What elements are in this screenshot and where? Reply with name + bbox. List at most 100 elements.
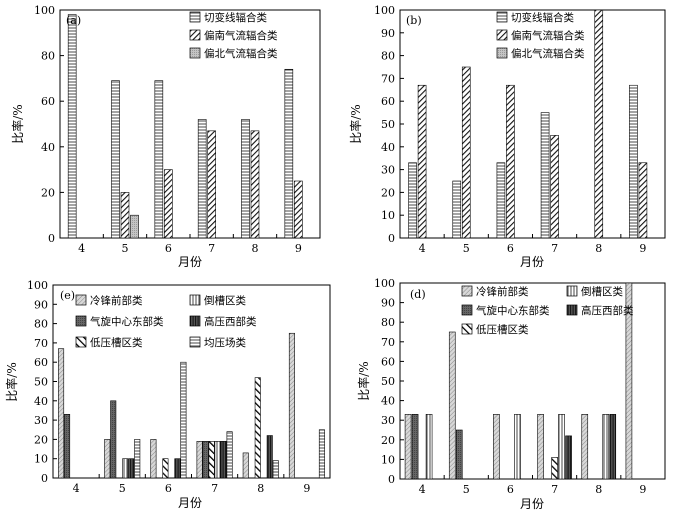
y-tick-label: 30	[381, 414, 395, 427]
y-axis-label: 比率/%	[348, 104, 363, 143]
y-tick-label: 20	[34, 433, 48, 446]
y-tick-label: 0	[388, 232, 395, 245]
bar	[214, 441, 221, 479]
legend-swatch	[189, 29, 201, 41]
x-tick-label: 6	[165, 242, 172, 255]
x-tick-label: 4	[73, 482, 80, 495]
legend: 冷锋前部类 气旋中心东部类 低压槽区类 倒槽区类 高压西部类	[461, 285, 634, 336]
y-tick-label: 30	[381, 164, 395, 177]
bar	[550, 135, 559, 239]
y-axis: 0 10 20 30 40 50 60 70 80 90 100	[374, 277, 404, 486]
y-axis-label: 比率/%	[4, 362, 19, 401]
x-tick-label: 7	[208, 242, 215, 255]
legend-swatch	[461, 323, 473, 335]
bar	[122, 458, 129, 479]
bar	[284, 68, 294, 239]
legend-label: 低压槽区类	[476, 323, 529, 336]
bar	[537, 414, 544, 480]
x-tick-label: 5	[119, 482, 126, 495]
legend-swatch	[566, 285, 578, 297]
y-axis-label: 比率/%	[10, 104, 25, 143]
bar	[506, 84, 515, 239]
bar	[455, 429, 463, 480]
legend: 切变线辐合类 偏南气流辐合类 偏北气流辐合类	[496, 11, 585, 60]
bar	[67, 14, 77, 239]
bar	[417, 84, 427, 239]
x-tick-label: 5	[463, 242, 470, 255]
y-tick-label: 90	[381, 297, 395, 310]
bars	[58, 332, 325, 479]
y-tick-label: 10	[381, 453, 395, 466]
bar	[220, 441, 227, 479]
x-axis-label: 月份	[178, 255, 202, 269]
bar	[250, 130, 260, 239]
bar	[565, 435, 572, 480]
panel-e: 0 10 20 30 40 50 60 70 80 90 100 4 5 6 7 8 9 (e) 月份 比率/…	[4, 279, 331, 510]
bar	[318, 429, 325, 479]
y-tick-label: 50	[381, 375, 395, 388]
legend-label: 冷锋前部类	[90, 294, 143, 307]
legend-label: 偏北气流辐合类	[511, 47, 585, 60]
x-axis: 4 5 6 7 8 9	[78, 234, 321, 255]
bar	[404, 414, 412, 480]
y-tick-label: 70	[381, 336, 395, 349]
legend-swatch	[75, 294, 87, 306]
bar	[638, 162, 648, 239]
y-tick-label: 0	[388, 473, 395, 486]
bar	[128, 458, 135, 479]
y-axis: 0 10 20 30 40 50 60 70 80 90 100	[27, 279, 57, 485]
bar	[493, 414, 500, 480]
legend-label: 偏南气流辐合类	[204, 29, 278, 42]
y-tick-label: 100	[27, 279, 48, 292]
y-tick-label: 50	[34, 376, 48, 389]
x-tick-label: 7	[211, 482, 218, 495]
bar	[461, 66, 471, 239]
bar	[162, 458, 169, 479]
legend-swatch	[496, 11, 508, 23]
panel-a: 0 20 40 60 80 100 4 5 6 7 8 9 (a) 月份 比率/% 切变线辐合类 偏…	[10, 4, 321, 269]
x-axis: 4 5 6 7 8 9	[419, 475, 666, 496]
legend-label: 偏南气流辐合类	[511, 29, 585, 42]
legend-swatch	[75, 315, 87, 327]
x-axis-label: 月份	[520, 497, 544, 511]
y-axis: 0 20 40 60 80 100	[34, 4, 64, 245]
plot-frame	[52, 284, 331, 479]
bar	[594, 9, 604, 239]
x-tick-label: 8	[595, 242, 602, 255]
x-tick-label: 8	[257, 482, 264, 495]
x-tick-label: 5	[122, 242, 129, 255]
panel-label: (b)	[406, 14, 422, 27]
bar	[202, 441, 209, 479]
bars	[67, 14, 303, 239]
x-tick-label: 7	[551, 242, 558, 255]
y-tick-label: 40	[381, 141, 395, 154]
legend-swatch	[566, 304, 578, 316]
x-tick-label: 8	[595, 483, 602, 496]
bar	[602, 414, 610, 480]
plot-frame	[59, 9, 321, 239]
y-tick-label: 70	[34, 337, 48, 350]
legend-label: 切变线辐合类	[204, 11, 267, 24]
x-tick-label: 4	[419, 483, 426, 496]
y-tick-label: 0	[41, 472, 48, 485]
y-tick-label: 20	[41, 186, 55, 199]
bar	[104, 439, 111, 479]
bar	[288, 332, 295, 479]
legend-swatch	[496, 47, 508, 59]
x-tick-label: 4	[78, 242, 85, 255]
x-tick-label: 6	[165, 482, 172, 495]
x-tick-label: 9	[639, 483, 646, 496]
y-tick-label: 10	[381, 209, 395, 222]
legend-swatch	[189, 294, 201, 306]
bar	[629, 84, 638, 239]
y-tick-label: 60	[34, 356, 48, 369]
y-tick-label: 100	[374, 277, 395, 290]
bar	[134, 439, 141, 479]
bar	[294, 180, 303, 239]
y-tick-label: 30	[34, 414, 48, 427]
legend-label: 切变线辐合类	[511, 11, 574, 24]
bar	[625, 282, 633, 480]
bar	[208, 441, 215, 479]
bar	[581, 414, 589, 480]
